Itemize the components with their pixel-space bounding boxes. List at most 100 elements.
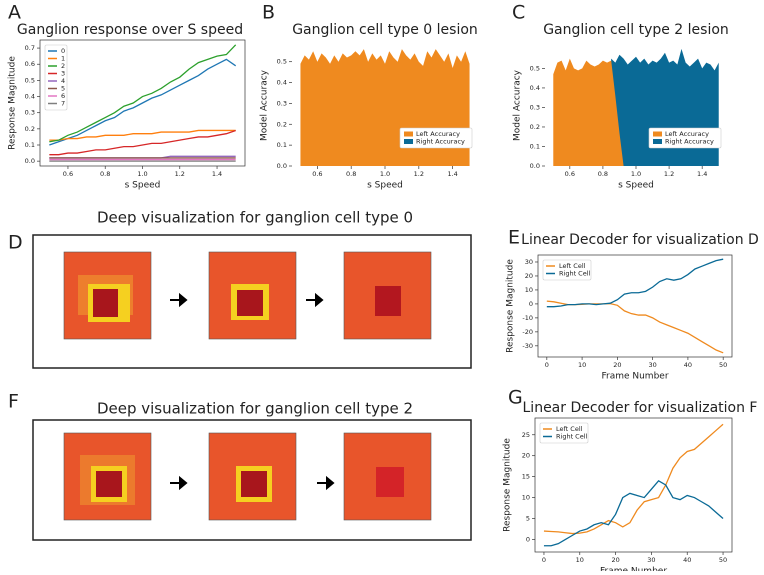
- y-tick-label: 15: [522, 473, 530, 481]
- chart-title: Ganglion response over S speed: [17, 22, 243, 38]
- line: [547, 301, 723, 353]
- panel-label: G: [508, 387, 523, 409]
- x-tick-label: 10: [578, 361, 586, 369]
- chart-title: Ganglion cell type 2 lesion: [543, 22, 729, 38]
- x-tick-label: 0.6: [63, 170, 73, 178]
- y-tick-label: 10: [525, 286, 533, 294]
- x-tick-label: 1.2: [414, 170, 424, 178]
- x-tick-label: 1.0: [380, 170, 390, 178]
- panel-label: B: [262, 2, 275, 24]
- y-tick-label: 0.2: [277, 120, 287, 128]
- x-tick-label: 20: [611, 556, 619, 564]
- y-tick-label: 0.4: [25, 93, 35, 101]
- x-axis-label: s Speed: [367, 181, 403, 191]
- y-tick-label: 0.3: [277, 99, 287, 107]
- y-axis-label: Response Magnitude: [8, 56, 18, 150]
- x-tick-label: 1.4: [212, 170, 222, 178]
- figure: A B C D E F G Deep visualization for gan…: [0, 0, 764, 571]
- legend-swatch: [653, 139, 662, 144]
- y-tick-label: -20: [522, 328, 533, 336]
- visualization-images: [64, 252, 431, 339]
- line: [49, 45, 235, 142]
- chart-title: Linear Decoder for visualization D: [521, 232, 759, 248]
- y-tick-label: 0.4: [530, 84, 540, 92]
- x-tick-label: 0.8: [346, 170, 356, 178]
- visualization-title: Deep visualization for ganglion cell typ…: [97, 209, 413, 227]
- legend-swatch: [653, 132, 662, 137]
- y-tick-label: 0.2: [25, 125, 35, 133]
- y-tick-label: 0.1: [530, 142, 540, 150]
- y-tick-label: 5: [526, 515, 530, 523]
- legend-label: Right Cell: [559, 270, 591, 278]
- x-tick-label: 40: [684, 361, 692, 369]
- x-tick-label: 40: [683, 556, 691, 564]
- y-tick-label: 0.7: [25, 44, 35, 52]
- y-axis-label: Model Accuracy: [260, 69, 270, 141]
- y-tick-label: 20: [525, 272, 533, 280]
- x-tick-label: 30: [647, 556, 655, 564]
- y-tick-label: 0.0: [277, 162, 287, 170]
- x-tick-label: 1.0: [631, 170, 641, 178]
- visualization-images: [64, 433, 431, 520]
- y-tick-label: 0.4: [277, 79, 287, 87]
- x-tick-label: 10: [576, 556, 584, 564]
- panel-label: D: [8, 232, 23, 254]
- x-tick-label: 20: [613, 361, 621, 369]
- chart-title: Linear Decoder for visualization F: [523, 400, 758, 416]
- y-tick-label: 0.2: [530, 123, 540, 131]
- x-axis-label: Frame Number: [601, 372, 668, 382]
- y-tick-label: 20: [522, 452, 530, 460]
- legend-label: Right Accuracy: [665, 138, 714, 146]
- y-tick-label: 30: [525, 258, 533, 266]
- legend-label: Right Cell: [556, 433, 588, 441]
- x-tick-label: 0.6: [565, 170, 575, 178]
- legend-label: 7: [61, 100, 65, 108]
- y-tick-label: 0.0: [530, 162, 540, 170]
- legend-swatch: [404, 139, 413, 144]
- y-tick-label: 0.3: [25, 109, 35, 117]
- y-tick-label: -10: [522, 314, 533, 322]
- x-tick-label: 0.8: [100, 170, 110, 178]
- x-axis-label: Frame Number: [600, 567, 667, 572]
- x-tick-label: 50: [719, 361, 727, 369]
- y-tick-label: 0.0: [25, 157, 35, 165]
- chart-title: Ganglion cell type 0 lesion: [292, 22, 478, 38]
- y-tick-label: 25: [522, 431, 530, 439]
- x-tick-label: 1.2: [175, 170, 185, 178]
- x-axis-label: s Speed: [618, 181, 654, 191]
- legend-label: Right Accuracy: [416, 138, 465, 146]
- x-axis-label: s Speed: [125, 181, 161, 191]
- y-tick-label: 0: [526, 535, 530, 543]
- y-tick-label: 0.1: [25, 141, 35, 149]
- y-axis-label: Response Magnitude: [506, 259, 516, 353]
- line: [544, 481, 723, 546]
- x-tick-label: 1.2: [664, 170, 674, 178]
- x-tick-label: 1.0: [137, 170, 147, 178]
- x-tick-label: 30: [648, 361, 656, 369]
- x-tick-label: 0.6: [312, 170, 322, 178]
- x-tick-label: 0: [542, 556, 546, 564]
- x-tick-label: 1.4: [697, 170, 707, 178]
- x-tick-label: 0.8: [598, 170, 608, 178]
- panel-label: C: [512, 2, 525, 24]
- x-tick-label: 0: [545, 361, 549, 369]
- y-tick-label: 0: [529, 300, 533, 308]
- panel-label: E: [508, 227, 520, 249]
- area: [300, 49, 469, 166]
- panel-label: F: [8, 391, 19, 413]
- y-axis-label: Response Magnitude: [503, 438, 513, 532]
- y-tick-label: -30: [522, 342, 533, 350]
- y-tick-label: 0.5: [277, 58, 287, 66]
- legend-swatch: [404, 132, 413, 137]
- y-axis-label: Model Accuracy: [513, 69, 523, 141]
- y-tick-label: 0.1: [277, 141, 287, 149]
- y-tick-label: 10: [522, 494, 530, 502]
- panel-label: A: [8, 2, 21, 24]
- y-tick-label: 0.3: [530, 103, 540, 111]
- x-tick-label: 50: [719, 556, 727, 564]
- x-tick-label: 1.4: [447, 170, 457, 178]
- visualization-title: Deep visualization for ganglion cell typ…: [97, 400, 413, 418]
- y-tick-label: 0.5: [25, 76, 35, 84]
- y-tick-label: 0.5: [530, 64, 540, 72]
- y-tick-label: 0.6: [25, 60, 35, 68]
